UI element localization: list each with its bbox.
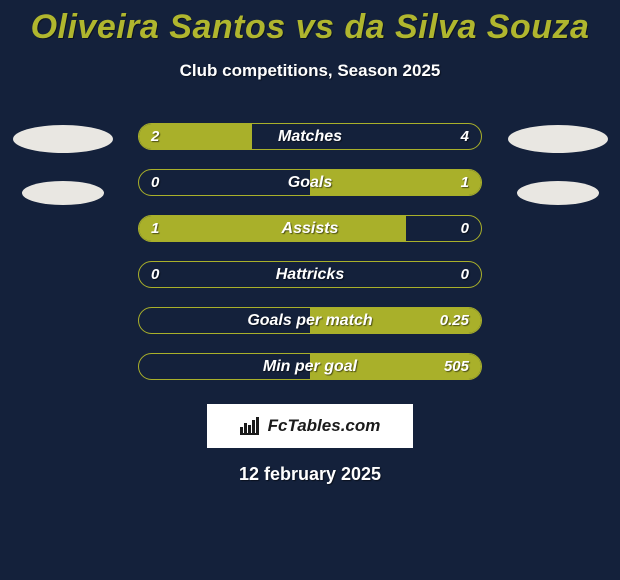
- stat-bar: 0.25Goals per match: [138, 307, 482, 334]
- stat-value-right: 4: [461, 124, 469, 149]
- brand-text: FcTables.com: [268, 416, 381, 436]
- left-player-avatar-2: [22, 181, 104, 205]
- brand-badge: FcTables.com: [207, 404, 413, 448]
- stat-fill-right: [310, 170, 481, 195]
- footer-date: 12 february 2025: [239, 464, 381, 485]
- stat-value-right: 0: [461, 262, 469, 287]
- bar-chart-icon: [240, 417, 262, 435]
- stats-section: 24Matches01Goals10Assists00Hattricks0.25…: [0, 123, 620, 380]
- right-player-avatar-1: [508, 125, 608, 153]
- stat-bar: 01Goals: [138, 169, 482, 196]
- stat-label: Hattricks: [139, 262, 481, 287]
- right-player-col: [500, 123, 615, 205]
- stat-fill-left: [139, 216, 406, 241]
- page-title: Oliveira Santos vs da Silva Souza: [31, 8, 590, 47]
- left-player-col: [5, 123, 120, 205]
- stat-value-right: 0: [461, 216, 469, 241]
- stat-fill-left: [139, 124, 252, 149]
- left-player-avatar-1: [13, 125, 113, 153]
- stat-value-left: 0: [151, 170, 159, 195]
- stat-bar: 505Min per goal: [138, 353, 482, 380]
- right-player-avatar-2: [517, 181, 599, 205]
- page-subtitle: Club competitions, Season 2025: [180, 61, 441, 81]
- stat-value-left: 0: [151, 262, 159, 287]
- stat-bar: 0 0Hattricks: [138, 261, 482, 288]
- comparison-bars: 24Matches01Goals10Assists00Hattricks0.25…: [138, 123, 482, 380]
- stat-bar: 10Assists: [138, 215, 482, 242]
- stat-fill-right: [310, 354, 481, 379]
- stat-fill-right: [310, 308, 481, 333]
- stat-bar: 24Matches: [138, 123, 482, 150]
